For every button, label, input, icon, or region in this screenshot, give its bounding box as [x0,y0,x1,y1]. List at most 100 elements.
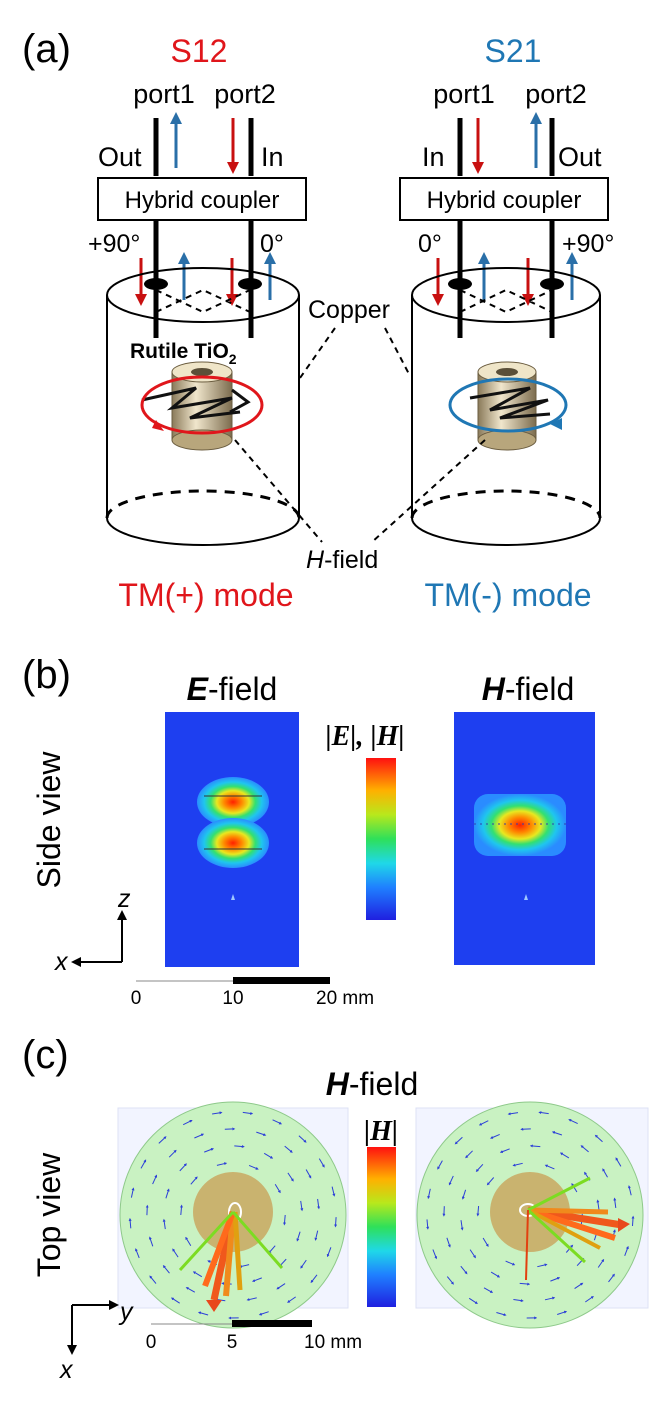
field-vector [631,1215,635,1227]
hfield-side-map [454,712,595,965]
right-hfield-loop [448,377,568,433]
left-cylinder-bottom-front [106,517,300,546]
hfield-leader-right [371,439,486,543]
field-vector [182,1120,193,1126]
field-vector [454,1136,463,1145]
right-port2-label: port2 [525,79,587,109]
field-vector [310,1274,318,1284]
field-vector [300,1200,304,1212]
field-vector [272,1119,283,1125]
field-vector [557,1310,568,1315]
left-out-label: Out [98,142,142,172]
field-vector [486,1177,495,1186]
field-vector [334,1217,338,1228]
field-vector [505,1260,516,1266]
field-vector [551,1131,563,1136]
field-vector [483,1287,494,1293]
field-vector [248,1164,259,1170]
field-vector [212,1111,223,1115]
field-vector [216,1162,228,1166]
scalebar-b: 0 10 20 mm [131,977,374,1009]
axis-x-label-b: x [54,948,69,976]
field-vector [476,1205,480,1217]
panel-a-label: (a) [22,27,71,71]
field-vector [170,1297,180,1304]
right-phase-right: +90° [562,230,614,258]
field-vector [544,1296,556,1301]
field-vector [519,1282,531,1286]
field-vector [538,1111,549,1115]
field-vector [613,1197,617,1208]
field-vector [461,1189,467,1200]
scale-c-0: 0 [146,1332,157,1353]
right-in-label: In [422,142,445,172]
left-phase-right: 0° [260,230,284,258]
field-vector [559,1152,570,1159]
right-hfield-loop-arrow [550,418,562,430]
efield-title-rest: -field [208,671,277,707]
copper-leader-left [299,327,336,379]
left-resonator [141,361,251,451]
field-vector [469,1249,476,1259]
scale-b-10: 10 [222,988,243,1009]
top-view-label: Top view [31,1152,67,1277]
scale-c-10: 10 mm [304,1332,362,1353]
left-hfield-loop [140,375,264,435]
right-phase-left: 0° [418,230,442,258]
efield-map [165,712,299,967]
field-vector [465,1150,473,1159]
field-vector [537,1263,548,1268]
left-probe-2 [238,278,262,290]
field-vector [314,1230,319,1241]
field-vector [460,1220,464,1231]
field-vector [162,1265,170,1274]
field-vector [204,1148,215,1153]
field-vector [192,1271,203,1278]
field-vector [512,1162,523,1167]
hfield-title-c-italic: H [326,1066,350,1102]
field-vector [427,1188,431,1200]
right-probe-dash [459,288,553,314]
colorbar-c [367,1147,396,1307]
field-vector [246,1297,257,1301]
right-setup: S21 port1 port2 In Out Hybrid coupler 0°… [399,33,614,546]
hfield-title-b-italic: H [482,671,506,707]
field-vector [507,1112,519,1116]
right-out-label: Out [558,142,602,172]
rutile-label-main: Rutile TiO [130,340,229,363]
field-vector [432,1249,438,1260]
left-coupler-box [97,177,307,221]
scale-b-0: 0 [131,988,142,1009]
field-vector [179,1163,187,1172]
left-phase-left: +90° [88,230,140,258]
right-title: S21 [485,33,542,69]
scale-b-20: 20 mm [316,988,374,1009]
field-vector [234,1144,245,1148]
field-vector [135,1248,140,1259]
left-in-label: In [261,142,284,172]
left-port1-label: port1 [133,79,195,109]
copper-label: Copper [308,296,390,324]
field-vector [585,1296,594,1303]
right-probe-1 [448,278,472,290]
right-mode-label: TM(-) mode [424,577,591,613]
field-vector [179,1204,183,1216]
field-vector [274,1184,281,1194]
field-vector [268,1245,276,1254]
field-vector [305,1169,312,1179]
field-vector [168,1149,177,1158]
vector-field-left [128,1111,338,1320]
right-cylinder-bottom-front [411,517,601,546]
field-vector [318,1158,325,1168]
scale-c-5: 5 [227,1332,238,1353]
field-vector [197,1311,209,1316]
hfield-top-map-left [117,1101,349,1329]
left-mode-label: TM(+) mode [118,577,293,613]
axes-b: z x [54,885,131,976]
field-vector [287,1172,294,1182]
left-coupler-label: Hybrid coupler [125,187,280,214]
right-coupler-box [399,177,609,221]
field-vector [148,1236,154,1247]
field-vector [251,1277,262,1282]
field-vector [446,1237,451,1248]
